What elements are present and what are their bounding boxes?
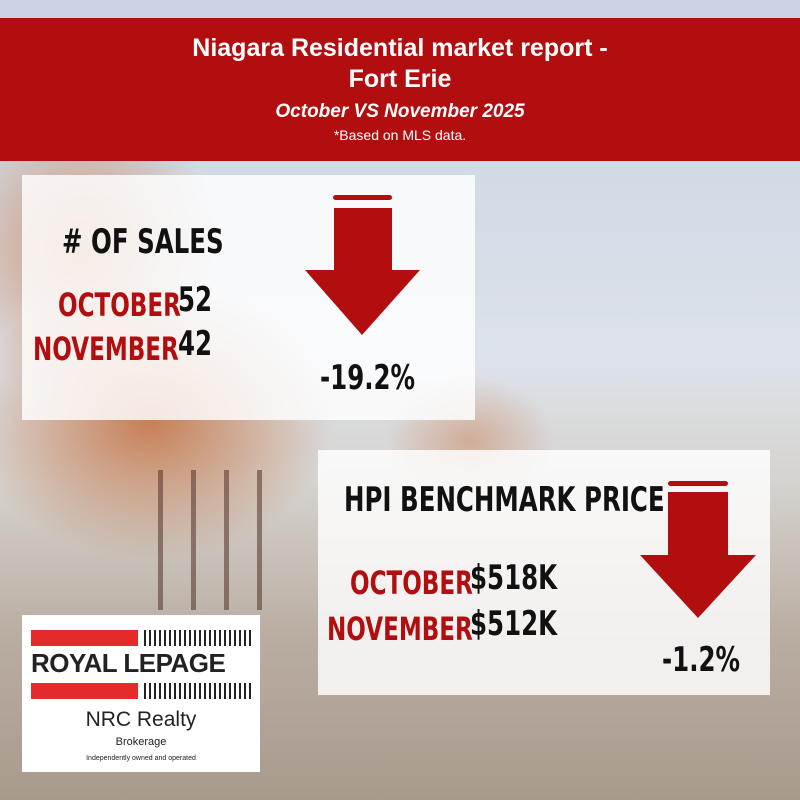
sales-oct-value: 52 xyxy=(178,280,213,320)
hpi-nov-label: NOVEMBER xyxy=(327,610,473,648)
sales-oct-label: OCTOBER xyxy=(58,286,181,324)
report-title: Niagara Residential market report - Fort … xyxy=(0,33,800,95)
hpi-oct-label: OCTOBER xyxy=(350,564,473,602)
tree-trunks xyxy=(130,470,280,610)
title-line-2: Fort Erie xyxy=(348,65,452,93)
logo-office: NRC Realty xyxy=(85,708,197,731)
sales-title: # OF SALES xyxy=(62,222,224,262)
logo-red-bar-top xyxy=(31,630,138,646)
royal-lepage-logo: ROYAL LEPAGE NRC Realty Brokerage Indepe… xyxy=(22,615,260,772)
down-arrow-icon xyxy=(640,481,756,618)
hpi-nov-value: $512K xyxy=(470,604,558,644)
header-banner: Niagara Residential market report - Fort … xyxy=(0,18,800,161)
sales-nov-label: NOVEMBER xyxy=(33,330,179,368)
sales-change: -19.2% xyxy=(320,358,416,398)
sales-panel xyxy=(22,175,475,420)
logo-brand: ROYAL LEPAGE xyxy=(31,648,226,678)
sales-nov-value: 42 xyxy=(178,324,213,364)
title-line-1: Niagara Residential market report - xyxy=(192,34,608,62)
logo-red-bar-bottom xyxy=(31,683,138,699)
hpi-oct-value: $518K xyxy=(470,558,558,598)
logo-stripes-top xyxy=(144,630,252,646)
logo-tagline: Independently owned and operated xyxy=(86,755,196,762)
hpi-change: -1.2% xyxy=(662,640,741,680)
logo-stripes-bottom xyxy=(144,683,252,699)
data-note: *Based on MLS data. xyxy=(333,127,467,143)
report-subtitle: October VS November 2025 xyxy=(275,101,525,122)
logo-type: Brokerage xyxy=(115,736,167,748)
hpi-title: HPI BENCHMARK PRICE xyxy=(344,480,665,520)
down-arrow-icon xyxy=(305,195,420,335)
